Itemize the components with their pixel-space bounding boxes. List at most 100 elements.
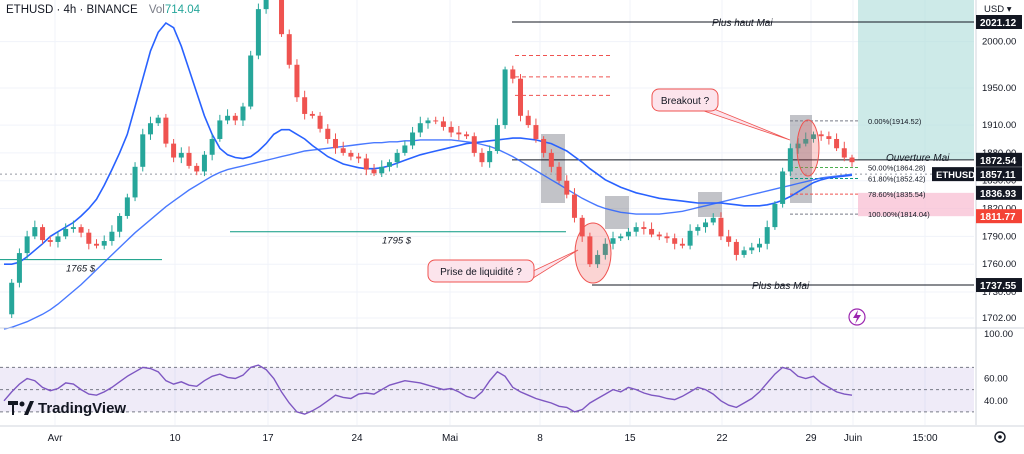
price-tick-label: 1790.00 xyxy=(982,231,1016,242)
candle-body xyxy=(525,115,531,126)
candle-body xyxy=(309,113,315,116)
candle-body xyxy=(541,138,547,153)
candle-body xyxy=(248,55,254,107)
candle-body xyxy=(255,9,261,56)
candle-body xyxy=(178,152,184,158)
liquidity-ellipse xyxy=(574,222,612,284)
time-tick-label: Avr xyxy=(48,433,63,444)
candle-body xyxy=(726,236,732,242)
candle-body xyxy=(209,138,215,155)
chart-header: ETHUSD · 4h · BINANCE Vol714.04 xyxy=(6,4,200,16)
candle-body xyxy=(510,69,516,79)
candle-body xyxy=(834,138,840,149)
candle-body xyxy=(703,222,709,228)
candle-body xyxy=(780,171,786,204)
candle-body xyxy=(756,243,762,248)
candle-body xyxy=(710,217,716,223)
candle-body xyxy=(302,97,308,114)
candle-body xyxy=(402,145,408,153)
candle-body xyxy=(124,197,130,216)
candle-body xyxy=(456,132,462,135)
candle-body xyxy=(171,143,177,158)
candle-body xyxy=(371,169,377,174)
time-tick-label: Juin xyxy=(844,433,862,444)
fib-retracement: 0.00%(1914.52) 50.00%(1864.28) 61.80%(1852… xyxy=(790,117,930,219)
candle-body xyxy=(633,227,639,232)
gear-ring xyxy=(994,431,1006,443)
candle-body xyxy=(440,121,446,127)
candle-body xyxy=(394,152,400,163)
time-tick-label: 15 xyxy=(624,433,636,444)
price-axis[interactable]: USD ▾ 1702.00 1730.00 1760.00 1790.00 1820.00… xyxy=(976,4,1022,407)
price-tag-text: 1872.54 xyxy=(980,156,1017,167)
candle-body xyxy=(86,232,92,244)
fib-label: 78.60%(1835.54) xyxy=(868,190,926,199)
fib-label: 0.00%(1914.52) xyxy=(868,117,922,126)
callout-box xyxy=(651,88,719,112)
candle-body xyxy=(571,194,577,218)
candle-body xyxy=(494,125,500,152)
rsi-tick-label: 40.00 xyxy=(984,396,1008,407)
candles xyxy=(9,0,855,318)
candle-body xyxy=(749,247,755,251)
candle-body xyxy=(317,115,323,129)
candle-body xyxy=(471,136,477,153)
rsi-line xyxy=(3,364,853,415)
candle-body xyxy=(201,154,207,172)
price-tick-label: 1760.00 xyxy=(982,259,1016,270)
rsi-tick-label: 60.00 xyxy=(984,374,1008,385)
settings-gear-icon[interactable] xyxy=(994,431,1006,443)
candle-body xyxy=(564,180,570,195)
candle-body xyxy=(217,120,223,139)
candle-body xyxy=(340,148,346,153)
candle-body xyxy=(741,250,747,255)
price-tag: 1737.55 xyxy=(976,278,1022,293)
breakout-callout[interactable]: Breakout ? xyxy=(651,88,791,141)
rsi-tick-label: 100.00 xyxy=(984,329,1013,340)
candle-body xyxy=(332,138,338,149)
price-tag: 2021.12 xyxy=(976,15,1022,29)
price-tick-label: 1730.00 xyxy=(982,287,1016,298)
label-1795: 1795 $ xyxy=(382,236,412,247)
candle-body xyxy=(772,203,778,228)
candle-body xyxy=(610,238,616,244)
alert-bolt-icon[interactable] xyxy=(848,308,866,326)
price-tag-text: 1857.11 xyxy=(980,170,1016,181)
price-tick-label: 1702.00 xyxy=(982,313,1016,324)
candle-body xyxy=(641,227,647,229)
candle-body xyxy=(649,228,655,235)
candle-body xyxy=(687,230,693,246)
symbol-title[interactable]: ETHUSD · 4h · BINANCE xyxy=(6,4,138,16)
callout-text: Breakout ? xyxy=(661,96,710,107)
candle-body xyxy=(109,231,115,242)
candle-body xyxy=(764,227,770,244)
candle-body xyxy=(379,166,385,174)
candle-body xyxy=(448,126,454,133)
time-tick-label: 17 xyxy=(262,433,274,444)
price-tag-bg xyxy=(976,209,1022,224)
liquidity-callout[interactable]: Prise de liquidité ? xyxy=(427,249,579,283)
price-tag-text: 1836.93 xyxy=(980,189,1017,200)
candle-body xyxy=(417,123,423,133)
candle-body xyxy=(656,234,662,237)
price-tag-bg xyxy=(976,185,1022,200)
candle-body xyxy=(672,238,678,244)
time-axis[interactable]: Avr 10 17 24 Mai 8 15 22 29 Juin 15:00 xyxy=(48,433,938,444)
candle-body xyxy=(47,240,53,242)
candle-body xyxy=(132,166,138,198)
candle-body xyxy=(101,241,107,246)
price-tag-text: 1737.55 xyxy=(980,281,1017,292)
candle-body xyxy=(618,236,624,239)
candle-body xyxy=(24,236,30,254)
currency-label: USD ▾ xyxy=(984,4,1012,15)
time-tick-label: 8 xyxy=(537,433,543,444)
candle-body xyxy=(425,120,431,124)
candle-body xyxy=(733,241,739,255)
price-tag: 1857.11 xyxy=(976,167,1022,182)
label-plus-bas: Plus bas Mai xyxy=(752,281,810,292)
price-tick-label: 2000.00 xyxy=(982,37,1016,48)
candle-body xyxy=(240,106,246,121)
callout-text: Prise de liquidité ? xyxy=(440,267,522,278)
